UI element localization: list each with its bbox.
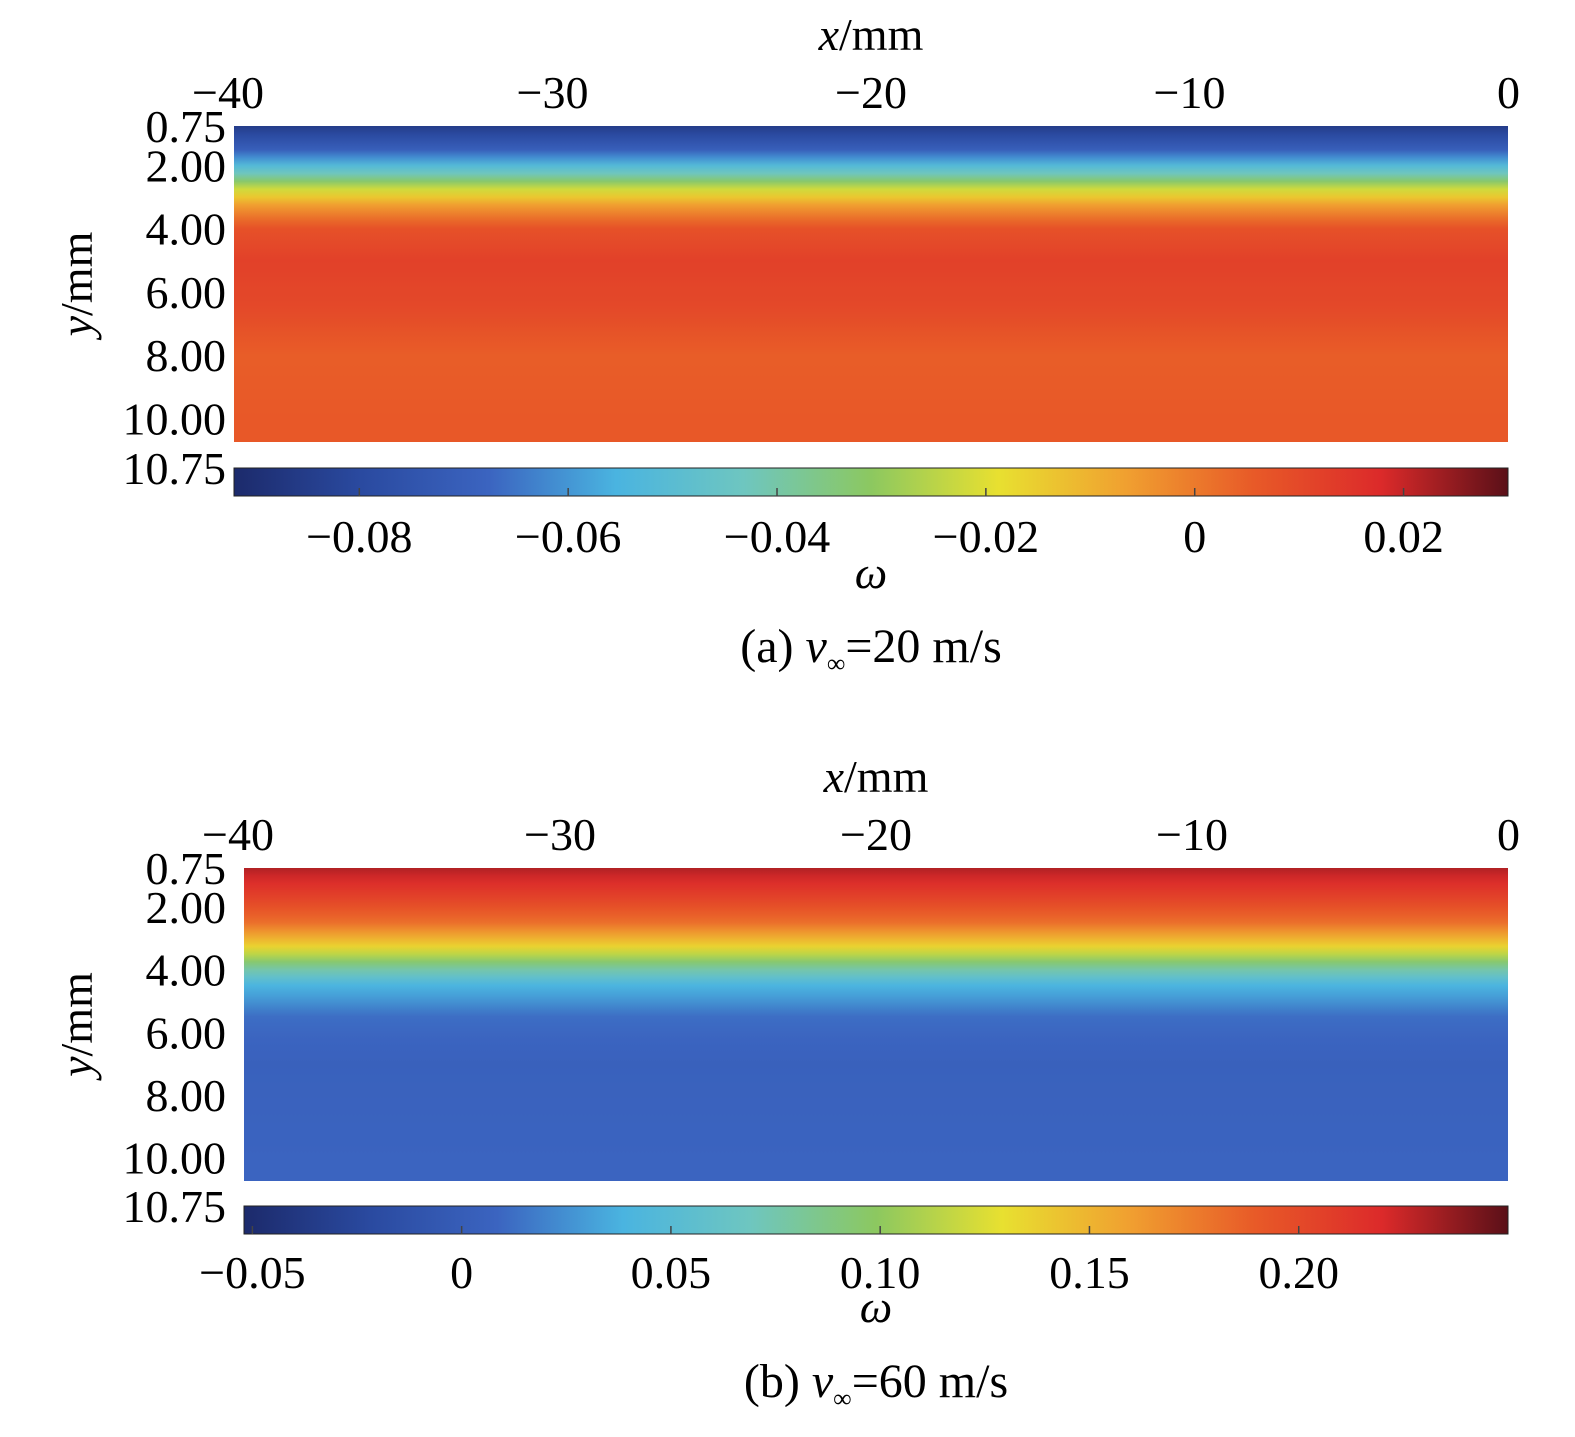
- y-tick-label: 8.00: [146, 330, 227, 381]
- colorbar-tick-label: 0.10: [840, 1247, 921, 1298]
- colorbar-tick-label: 0: [450, 1247, 473, 1298]
- colorbar: [233, 467, 1509, 497]
- x-tick-label: 0: [1497, 67, 1520, 118]
- x-tick-label: −20: [840, 809, 912, 860]
- heatmap-field: [244, 868, 1508, 1181]
- x-axis-label: x/mm: [818, 9, 924, 60]
- y-tick-label: 0.75: [146, 843, 227, 894]
- y-tick-label: 10.75: [123, 1181, 227, 1232]
- y-axis-label: y/mm: [51, 972, 102, 1081]
- colorbar-tick-label: 0.15: [1049, 1247, 1130, 1298]
- y-tick-label: 10.00: [123, 393, 227, 444]
- x-tick-label: 0: [1497, 809, 1520, 860]
- colorbar-tick-label: 0.05: [631, 1247, 712, 1298]
- colorbar-tick-label: −0.02: [933, 511, 1039, 562]
- panel-caption: (a) v∞=20 m/s: [740, 620, 1002, 678]
- y-tick-label: 6.00: [146, 267, 227, 318]
- x-tick-label: −30: [524, 809, 596, 860]
- colorbar-label: ω: [855, 547, 887, 598]
- panel-b: x/mm −40 −30 −20 −10 0 0.752.00 4.00 6.00 8.00 10.…: [51, 751, 1520, 1413]
- x-tick-label: −20: [835, 67, 907, 118]
- y-tick-label: 2.00: [146, 882, 227, 933]
- colorbar-tick-label: −0.05: [199, 1247, 305, 1298]
- y-tick-label: 4.00: [146, 945, 227, 996]
- x-tick-label: −10: [1156, 809, 1228, 860]
- colorbar-tick-label: −0.06: [515, 511, 621, 562]
- colorbar-tick-label: −0.08: [306, 511, 412, 562]
- heatmap-field: [234, 126, 1508, 442]
- colorbar-tick-label: 0.20: [1258, 1247, 1339, 1298]
- panel-a: x/mm −40 −30 −20 −10 0 0.752.00 4.00 6.00 8.00 10.…: [51, 9, 1520, 678]
- colorbar-tick-label: −0.04: [724, 511, 830, 562]
- x-tick-label: −40: [192, 67, 264, 118]
- colorbar-tick-label: 0.02: [1363, 511, 1444, 562]
- x-tick-label: −30: [517, 67, 589, 118]
- y-tick-label: 0.75: [146, 101, 227, 152]
- colorbar-label: ω: [860, 1281, 892, 1332]
- x-tick-label: −40: [202, 809, 274, 860]
- colorbar-tick-label: 0: [1183, 511, 1206, 562]
- panel-caption: (b) v∞=60 m/s: [744, 1355, 1008, 1413]
- colorbar: [243, 1205, 1509, 1235]
- x-tick-label: −10: [1154, 67, 1226, 118]
- x-axis-label: x/mm: [823, 751, 929, 802]
- y-tick-label: 8.00: [146, 1070, 227, 1121]
- y-tick-label: 2.00: [146, 141, 227, 192]
- y-tick-label: 4.00: [146, 204, 227, 255]
- y-axis-label: y/mm: [51, 231, 102, 340]
- y-tick-label: 10.75: [123, 443, 227, 494]
- y-tick-label: 10.00: [123, 1133, 227, 1184]
- y-tick-label: 6.00: [146, 1007, 227, 1058]
